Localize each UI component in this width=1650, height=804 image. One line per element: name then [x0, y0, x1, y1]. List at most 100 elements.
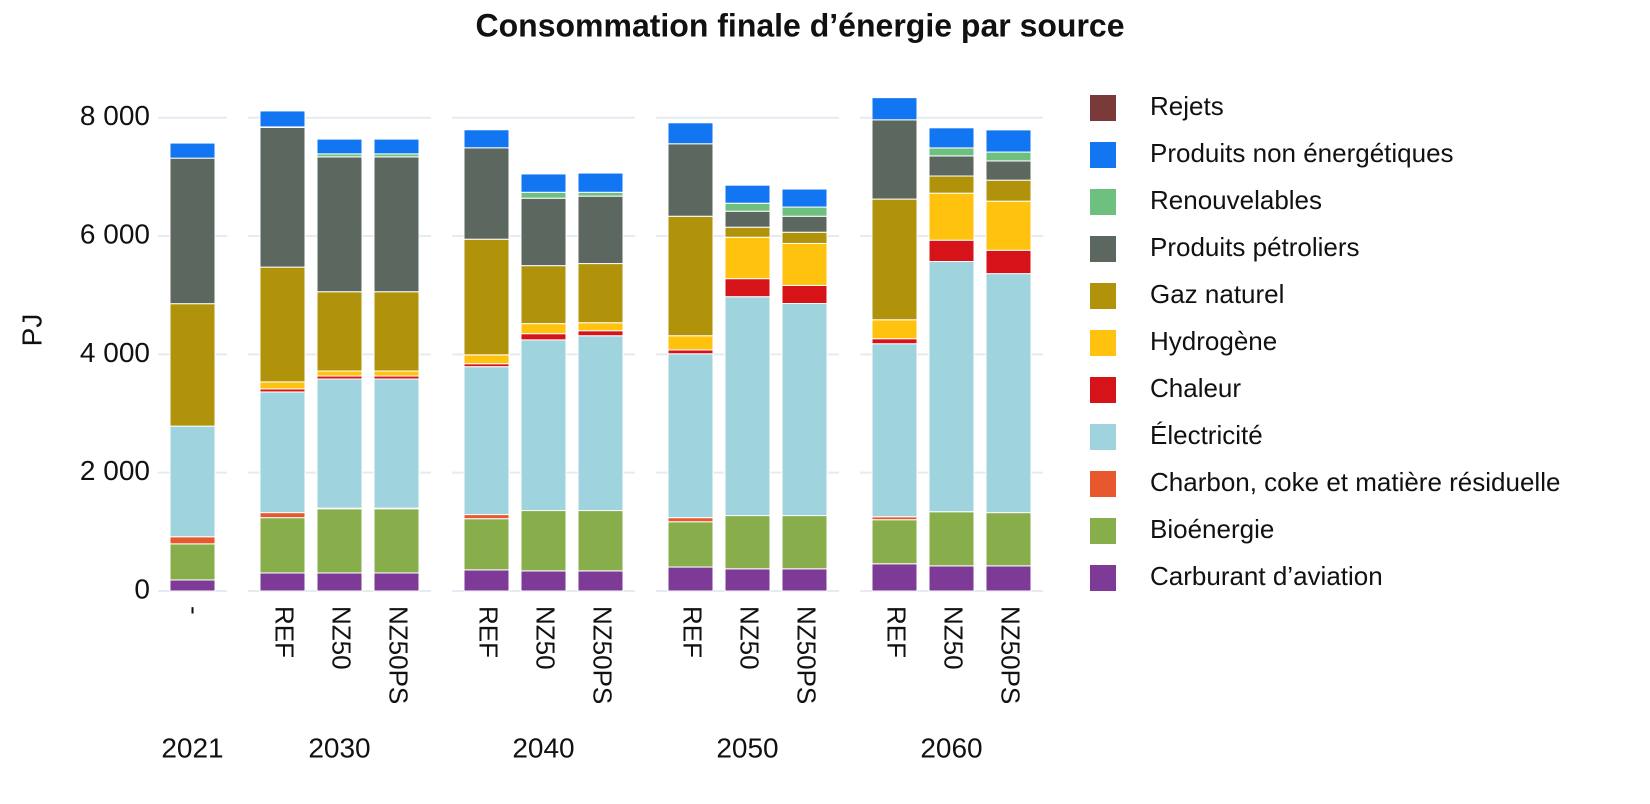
bar-segment: [259, 572, 306, 592]
bar-segment: [928, 192, 975, 241]
group-label: 2060: [920, 732, 982, 763]
legend-label: Rejets: [1150, 91, 1224, 121]
bar-segment: [316, 156, 363, 293]
bar-segment: [520, 339, 567, 512]
group-label: 2021: [161, 732, 223, 763]
bar-segment: [520, 197, 567, 267]
bar-segment: [577, 195, 624, 265]
bar-segment: [985, 565, 1032, 592]
legend-label: Charbon, coke et matière résiduelle: [1150, 467, 1560, 497]
bar-segment: [667, 566, 714, 592]
bar-segment: [373, 156, 420, 293]
bar-segment: [520, 570, 567, 592]
bar-segment: [871, 563, 918, 592]
x-tick-label: NZ50PS: [996, 606, 1026, 704]
bar-segment: [724, 568, 771, 592]
bar-segment: [928, 147, 975, 157]
bar-segment: [463, 518, 510, 571]
bar-segment: [577, 191, 624, 197]
bar-segment: [259, 517, 306, 574]
bar-segment: [463, 238, 510, 356]
bar-segment: [985, 179, 1032, 202]
bar-segment: [928, 155, 975, 177]
x-tick-label: REF: [882, 606, 912, 658]
x-tick-label: NZ50: [939, 606, 969, 670]
bar-segment: [259, 391, 306, 514]
bar-segment: [259, 110, 306, 128]
bar-segment: [463, 514, 510, 520]
legend-swatch: [1090, 95, 1116, 121]
legend-swatch: [1090, 565, 1116, 591]
bar-segment: [316, 508, 363, 574]
legend-swatch: [1090, 471, 1116, 497]
bar-segment: [577, 510, 624, 572]
bar-segment: [316, 572, 363, 592]
x-tick-label: NZ50: [531, 606, 561, 670]
bar-segment: [724, 210, 771, 228]
bar-segment: [316, 370, 363, 377]
bar-segment: [781, 188, 828, 208]
bar-segment: [871, 97, 918, 121]
bar-segment: [463, 354, 510, 365]
bar-segment: [928, 239, 975, 262]
bar-segment: [928, 127, 975, 149]
bar-segment: [520, 191, 567, 199]
bar-segment: [724, 278, 771, 298]
bar-segment: [871, 319, 918, 340]
bar-segment: [373, 378, 420, 509]
x-tick-label: NZ50PS: [588, 606, 618, 704]
bar-segment: [871, 338, 918, 345]
legend-label: Hydrogène: [1150, 326, 1277, 356]
bar-segment: [724, 226, 771, 238]
bar-segment: [985, 273, 1032, 514]
bar-segment: [781, 206, 828, 217]
bar-segment: [169, 543, 216, 581]
x-tick-label: NZ50PS: [792, 606, 822, 704]
bar-segment: [985, 249, 1032, 275]
legend-swatch: [1090, 518, 1116, 544]
bar-segment: [577, 263, 624, 324]
bar-segment: [724, 296, 771, 517]
bar-segment: [577, 570, 624, 592]
bar-segment: [169, 157, 216, 305]
legend-swatch: [1090, 330, 1116, 356]
legend-swatch: [1090, 189, 1116, 215]
bar-segment: [169, 142, 216, 159]
legend-swatch: [1090, 236, 1116, 262]
bar-segment: [781, 215, 828, 233]
group-label: 2030: [308, 732, 370, 763]
bar-segment: [928, 565, 975, 592]
bar-segment: [928, 175, 975, 194]
bar-segment: [667, 215, 714, 337]
bar-segment: [520, 333, 567, 341]
bar-segment: [316, 291, 363, 372]
bar-segment: [724, 184, 771, 204]
bar-segment: [577, 330, 624, 337]
x-tick-label: REF: [270, 606, 300, 658]
bar-segment: [781, 242, 828, 286]
bar-segment: [667, 521, 714, 568]
bar-segment: [781, 568, 828, 592]
bar-segment: [373, 291, 420, 372]
bar-segment: [373, 508, 420, 574]
bar-segment: [169, 536, 216, 545]
legend-label: Chaleur: [1150, 373, 1241, 403]
group-label: 2050: [716, 732, 778, 763]
bar-segment: [463, 366, 510, 516]
bar-segment: [781, 284, 828, 304]
bar-segment: [781, 515, 828, 570]
y-tick-label: 2 000: [80, 455, 150, 486]
y-tick-label: 4 000: [80, 337, 150, 368]
legend-swatch: [1090, 142, 1116, 168]
group-label: 2040: [512, 732, 574, 763]
bar-segment: [259, 127, 306, 268]
bar-segment: [373, 572, 420, 592]
bar-segment: [259, 512, 306, 519]
legend-label: Bioénergie: [1150, 514, 1274, 544]
bar-segment: [871, 519, 918, 565]
bar-segment: [463, 129, 510, 149]
bar-segment: [871, 198, 918, 321]
x-tick-label: REF: [678, 606, 708, 658]
bar-segment: [577, 335, 624, 512]
